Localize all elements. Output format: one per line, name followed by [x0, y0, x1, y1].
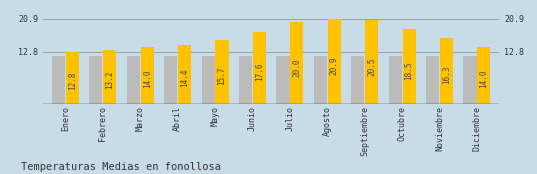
- Bar: [477, 47, 490, 104]
- Bar: [440, 38, 453, 104]
- Bar: [127, 56, 140, 104]
- Text: 15.7: 15.7: [217, 66, 227, 85]
- Bar: [314, 56, 327, 104]
- Text: 20.5: 20.5: [367, 57, 376, 76]
- Text: 18.5: 18.5: [404, 61, 413, 80]
- Bar: [141, 47, 154, 104]
- Text: 20.9: 20.9: [330, 57, 339, 75]
- Text: 14.4: 14.4: [180, 69, 189, 87]
- Bar: [201, 56, 215, 104]
- Bar: [52, 56, 65, 104]
- Bar: [66, 52, 79, 104]
- Bar: [403, 29, 416, 104]
- Text: 16.3: 16.3: [442, 65, 451, 84]
- Bar: [239, 56, 252, 104]
- Bar: [253, 32, 266, 104]
- Text: Temperaturas Medias en fonollosa: Temperaturas Medias en fonollosa: [21, 162, 221, 172]
- Bar: [215, 40, 229, 104]
- Bar: [328, 19, 341, 104]
- Bar: [277, 56, 289, 104]
- Bar: [426, 56, 439, 104]
- Bar: [89, 56, 103, 104]
- Bar: [103, 50, 117, 104]
- Text: 14.0: 14.0: [480, 69, 488, 88]
- Bar: [164, 56, 177, 104]
- Bar: [178, 45, 191, 104]
- Text: 17.6: 17.6: [255, 63, 264, 81]
- Text: 14.0: 14.0: [143, 69, 151, 88]
- Bar: [365, 20, 378, 104]
- Text: 13.2: 13.2: [105, 71, 114, 89]
- Text: 12.8: 12.8: [68, 72, 77, 90]
- Bar: [351, 56, 364, 104]
- Bar: [291, 22, 303, 104]
- Bar: [389, 56, 402, 104]
- Bar: [463, 56, 477, 104]
- Text: 20.0: 20.0: [292, 58, 301, 77]
